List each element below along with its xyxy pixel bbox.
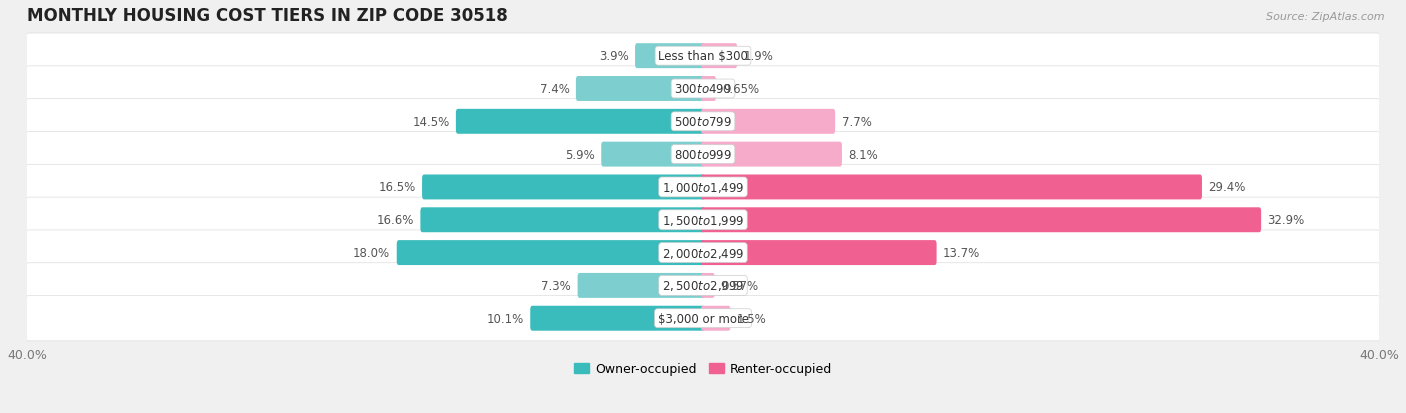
FancyBboxPatch shape xyxy=(24,230,1382,275)
Text: 10.1%: 10.1% xyxy=(486,312,524,325)
FancyBboxPatch shape xyxy=(702,142,842,167)
FancyBboxPatch shape xyxy=(702,306,730,331)
Text: $500 to $799: $500 to $799 xyxy=(673,116,733,128)
Text: 7.4%: 7.4% xyxy=(540,83,569,96)
FancyBboxPatch shape xyxy=(24,66,1382,112)
FancyBboxPatch shape xyxy=(24,165,1382,210)
Text: 1.9%: 1.9% xyxy=(744,50,773,63)
Text: 3.9%: 3.9% xyxy=(599,50,628,63)
Text: 7.3%: 7.3% xyxy=(541,279,571,292)
Text: 18.0%: 18.0% xyxy=(353,247,391,259)
Text: $1,000 to $1,499: $1,000 to $1,499 xyxy=(662,180,744,195)
Text: $2,000 to $2,499: $2,000 to $2,499 xyxy=(662,246,744,260)
FancyBboxPatch shape xyxy=(422,175,704,200)
Text: MONTHLY HOUSING COST TIERS IN ZIP CODE 30518: MONTHLY HOUSING COST TIERS IN ZIP CODE 3… xyxy=(27,7,508,25)
Text: 8.1%: 8.1% xyxy=(848,148,879,161)
FancyBboxPatch shape xyxy=(636,44,704,69)
Text: $3,000 or more: $3,000 or more xyxy=(658,312,748,325)
Text: 29.4%: 29.4% xyxy=(1208,181,1246,194)
FancyBboxPatch shape xyxy=(24,100,1382,145)
Text: $800 to $999: $800 to $999 xyxy=(673,148,733,161)
Text: 16.5%: 16.5% xyxy=(378,181,416,194)
FancyBboxPatch shape xyxy=(24,296,1382,341)
Text: 16.6%: 16.6% xyxy=(377,214,413,227)
Text: 14.5%: 14.5% xyxy=(412,116,450,128)
Text: $300 to $499: $300 to $499 xyxy=(673,83,733,96)
FancyBboxPatch shape xyxy=(702,44,737,69)
FancyBboxPatch shape xyxy=(602,142,704,167)
FancyBboxPatch shape xyxy=(702,240,936,266)
Text: 0.57%: 0.57% xyxy=(721,279,758,292)
FancyBboxPatch shape xyxy=(530,306,704,331)
Text: 32.9%: 32.9% xyxy=(1268,214,1305,227)
Text: Source: ZipAtlas.com: Source: ZipAtlas.com xyxy=(1267,12,1385,22)
FancyBboxPatch shape xyxy=(24,263,1382,308)
FancyBboxPatch shape xyxy=(24,198,1382,243)
Text: 5.9%: 5.9% xyxy=(565,148,595,161)
FancyBboxPatch shape xyxy=(702,175,1202,200)
FancyBboxPatch shape xyxy=(578,273,704,298)
FancyBboxPatch shape xyxy=(24,34,1382,79)
Text: Less than $300: Less than $300 xyxy=(658,50,748,63)
FancyBboxPatch shape xyxy=(576,77,704,102)
FancyBboxPatch shape xyxy=(420,208,704,233)
FancyBboxPatch shape xyxy=(396,240,704,266)
Text: 1.5%: 1.5% xyxy=(737,312,766,325)
Text: $1,500 to $1,999: $1,500 to $1,999 xyxy=(662,213,744,227)
FancyBboxPatch shape xyxy=(702,273,714,298)
Text: $2,500 to $2,999: $2,500 to $2,999 xyxy=(662,279,744,293)
FancyBboxPatch shape xyxy=(702,109,835,135)
Text: 0.65%: 0.65% xyxy=(723,83,759,96)
Text: 7.7%: 7.7% xyxy=(842,116,872,128)
FancyBboxPatch shape xyxy=(24,132,1382,177)
Text: 13.7%: 13.7% xyxy=(943,247,980,259)
FancyBboxPatch shape xyxy=(456,109,704,135)
FancyBboxPatch shape xyxy=(702,77,716,102)
Legend: Owner-occupied, Renter-occupied: Owner-occupied, Renter-occupied xyxy=(568,357,838,380)
FancyBboxPatch shape xyxy=(702,208,1261,233)
